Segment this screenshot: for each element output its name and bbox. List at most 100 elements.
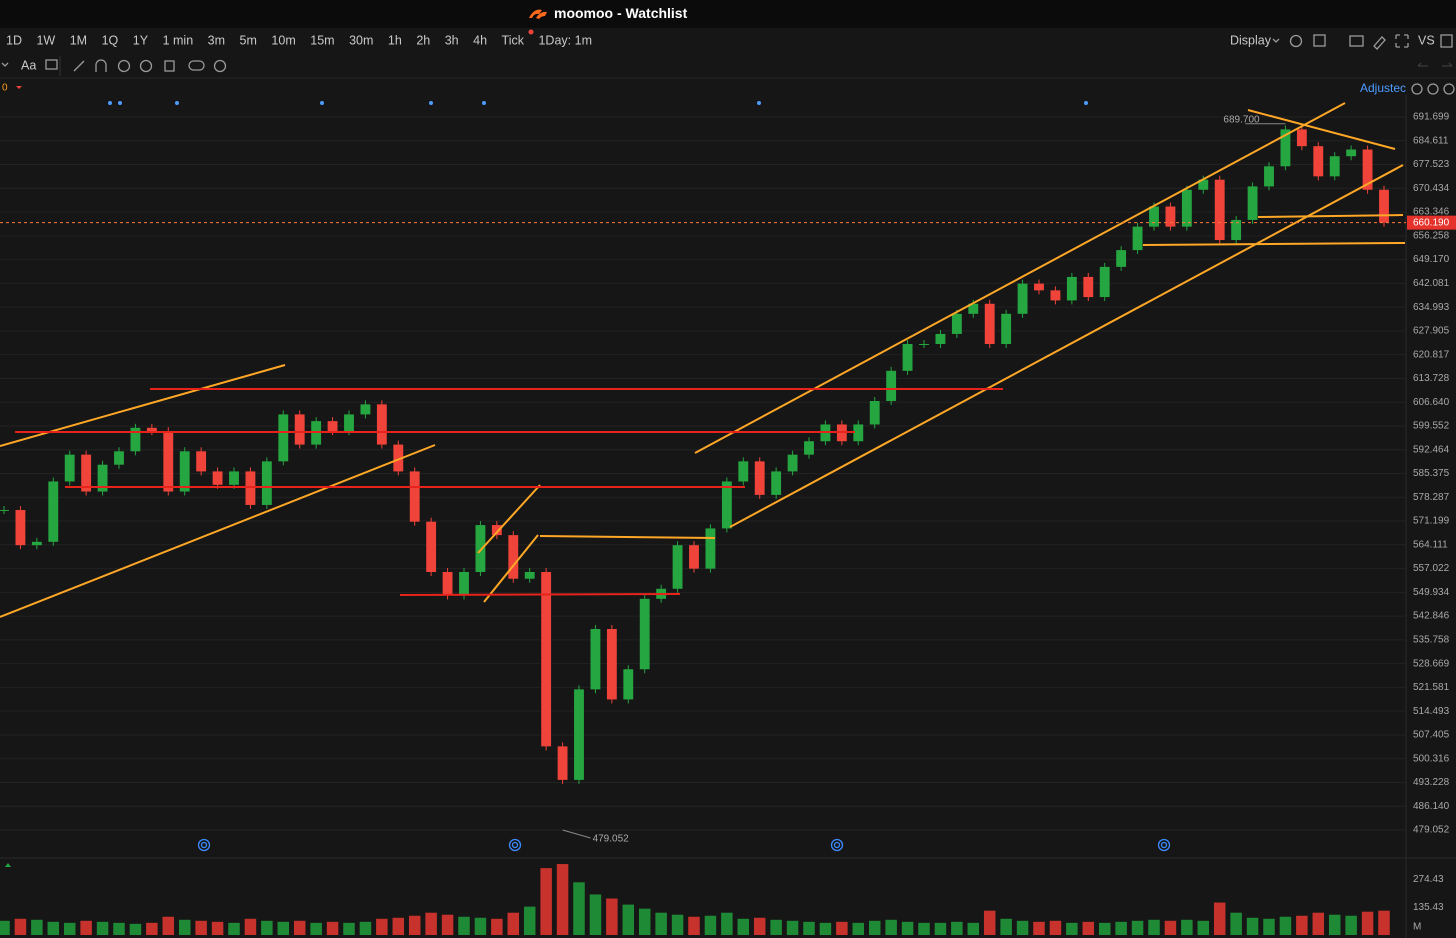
- volume-bar: [1312, 912, 1325, 935]
- trend-line[interactable]: [0, 364, 286, 447]
- note-icon[interactable]: [45, 59, 58, 70]
- period-tab[interactable]: 3h: [445, 33, 459, 47]
- volume-unit: M: [1413, 922, 1421, 933]
- volume-bar: [786, 920, 799, 935]
- trend-line[interactable]: [539, 535, 716, 539]
- delete-tool[interactable]: [164, 60, 175, 72]
- candle-body: [146, 427, 157, 432]
- volume-bar: [162, 916, 175, 935]
- event-dot[interactable]: [320, 101, 324, 105]
- event-dot[interactable]: [175, 101, 179, 105]
- period-tab[interactable]: 1D: [6, 33, 22, 47]
- volume-bar: [803, 921, 815, 935]
- camera-icon[interactable]: [1349, 35, 1364, 47]
- volume-bar: [129, 923, 142, 935]
- layout-icon[interactable]: [1313, 34, 1326, 47]
- line-tool[interactable]: [73, 60, 85, 72]
- trend-line[interactable]: [1247, 109, 1396, 150]
- event-dot[interactable]: [482, 101, 486, 105]
- volume-bar: [359, 921, 372, 935]
- period-tab[interactable]: 2h: [416, 33, 430, 47]
- earnings-icon[interactable]: [1157, 838, 1171, 852]
- period-tab[interactable]: 1 min: [163, 33, 194, 47]
- candle-body: [1362, 149, 1373, 190]
- candle-body: [771, 471, 782, 495]
- trend-line[interactable]: [694, 102, 1346, 454]
- period-tab[interactable]: 4h: [473, 33, 487, 47]
- volume-bar: [655, 912, 667, 935]
- toggle-tool[interactable]: [188, 60, 205, 71]
- settings-tool[interactable]: [213, 59, 227, 73]
- panel-icon[interactable]: [1440, 34, 1453, 48]
- candle-body: [738, 461, 749, 482]
- pen-icon[interactable]: [1373, 36, 1386, 50]
- period-tab[interactable]: 3m: [208, 33, 225, 47]
- volume-bar: [1049, 920, 1062, 935]
- volume-bar: [1131, 920, 1144, 935]
- period-tab[interactable]: Tick: [502, 33, 525, 47]
- period-tab[interactable]: 1Q: [102, 33, 119, 47]
- earnings-icon[interactable]: [197, 838, 211, 852]
- volume-bar: [753, 917, 766, 935]
- volume-bar: [852, 922, 865, 935]
- eye-tool[interactable]: [117, 59, 131, 73]
- level-lines: [15, 388, 1003, 596]
- display-button[interactable]: Display: [1230, 33, 1272, 47]
- candle-body: [623, 669, 634, 700]
- event-dot[interactable]: [429, 101, 433, 105]
- y-tick-label: 578.287: [1413, 492, 1450, 503]
- trend-line[interactable]: [1142, 242, 1406, 246]
- adjust-label[interactable]: Adjustec: [1360, 81, 1406, 95]
- period-tab[interactable]: 1h: [388, 33, 402, 47]
- candle-body: [1247, 186, 1258, 220]
- candle-body: [1116, 250, 1127, 267]
- period-tab[interactable]: 10m: [271, 33, 295, 47]
- y-tick-label: 549.934: [1413, 587, 1450, 598]
- period-tab[interactable]: 1Day: 1m: [538, 33, 592, 47]
- hide-tool[interactable]: [139, 59, 153, 73]
- period-tab[interactable]: 15m: [310, 33, 334, 47]
- magnet-tool[interactable]: [95, 59, 107, 72]
- period-tab[interactable]: 1M: [70, 33, 87, 47]
- zoom-in[interactable]: [1443, 83, 1455, 95]
- earnings-icon[interactable]: [508, 838, 522, 852]
- period-tab[interactable]: 1W: [36, 33, 55, 47]
- redo[interactable]: [1442, 62, 1453, 67]
- earnings-icon[interactable]: [830, 838, 844, 852]
- settings-icon[interactable]: [1289, 34, 1303, 48]
- text-tool[interactable]: Aa: [21, 58, 36, 72]
- event-dot[interactable]: [108, 101, 112, 105]
- volume-bar: [918, 922, 930, 935]
- volume-bar: [80, 920, 92, 935]
- pane-toggle[interactable]: [5, 863, 11, 867]
- trend-line[interactable]: [729, 164, 1404, 528]
- y-tick-label: 599.552: [1413, 421, 1450, 432]
- zoom-out[interactable]: [1427, 83, 1439, 95]
- candle-body: [541, 572, 552, 747]
- period-tab[interactable]: 5m: [240, 33, 257, 47]
- volume-bar: [1378, 910, 1390, 935]
- trend-line[interactable]: [477, 484, 541, 554]
- volume-bar: [819, 922, 832, 935]
- period-tab[interactable]: 30m: [349, 33, 373, 47]
- trend-line[interactable]: [483, 534, 539, 603]
- period-tab[interactable]: 1Y: [133, 33, 149, 47]
- volume-bar: [392, 917, 405, 935]
- trend-line[interactable]: [1257, 214, 1404, 218]
- trend-line[interactable]: [0, 444, 436, 618]
- zoom-reset[interactable]: [1411, 83, 1423, 95]
- undo[interactable]: [1417, 62, 1428, 67]
- level-line[interactable]: [399, 593, 681, 596]
- earnings-icon: [833, 841, 841, 849]
- candle-body: [1296, 129, 1307, 147]
- candle-body: [1165, 206, 1176, 227]
- event-dot[interactable]: [757, 101, 761, 105]
- indicator-label: 0: [2, 83, 8, 94]
- candle-body: [951, 313, 962, 334]
- event-dot[interactable]: [1084, 101, 1088, 105]
- event-dot[interactable]: [118, 101, 122, 105]
- fullscreen-icon[interactable]: [1395, 34, 1409, 48]
- compare-button[interactable]: VS: [1418, 33, 1435, 47]
